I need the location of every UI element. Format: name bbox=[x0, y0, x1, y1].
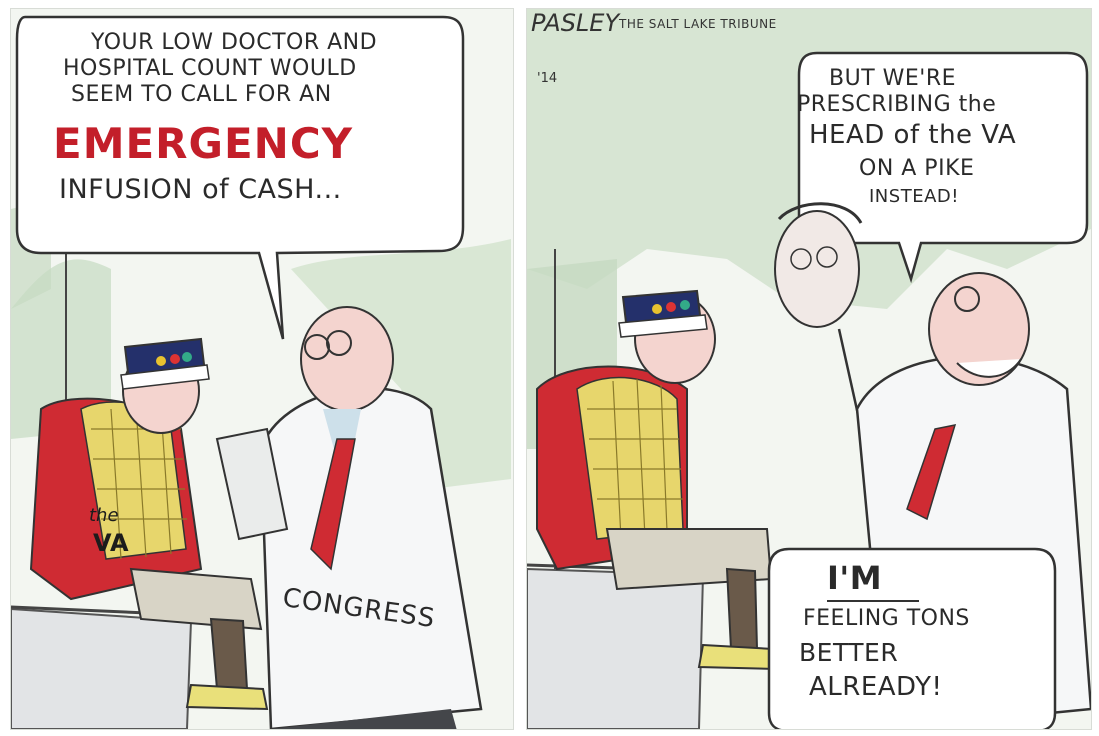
pike-head bbox=[774, 202, 881, 510]
right-balloon-line-5: INSTEAD! bbox=[869, 186, 959, 207]
left-panel: YOUR LOW DOCTOR AND HOSPITAL COUNT WOULD… bbox=[10, 8, 514, 730]
vest-label-large: VA bbox=[93, 529, 129, 557]
right-scene-illustration bbox=[527, 9, 1091, 729]
right-panel: PASLEY THE SALT LAKE TRIBUNE '14 BUT WE'… bbox=[526, 8, 1092, 730]
right-balloon-line-4: ON A PIKE bbox=[859, 156, 975, 181]
left-balloon-line-3: SEEM TO CALL FOR AN bbox=[71, 82, 332, 107]
left-balloon-line-2: HOSPITAL COUNT WOULD bbox=[63, 56, 357, 81]
wall-wash bbox=[291, 239, 511, 489]
exam-table bbox=[11, 607, 193, 729]
exam-table bbox=[527, 567, 705, 729]
wall-wash bbox=[11, 259, 111, 439]
speech-balloon bbox=[797, 51, 1089, 284]
bottom-balloon-line-2: FEELING TONS bbox=[803, 606, 970, 631]
bottom-balloon-line-4: ALREADY! bbox=[809, 672, 943, 702]
right-balloon-line-3: HEAD of the VA bbox=[809, 120, 1017, 150]
vest-label-small: the bbox=[89, 505, 119, 526]
publication-credit: THE SALT LAKE TRIBUNE bbox=[619, 17, 777, 31]
bottom-balloon-line-1: I'M bbox=[827, 559, 883, 597]
right-balloon-line-1: BUT WE'RE bbox=[829, 66, 957, 91]
veteran-figure bbox=[29, 337, 269, 711]
veteran-figure bbox=[536, 289, 779, 671]
artist-signature: PASLEY bbox=[531, 9, 620, 37]
speech-balloon bbox=[15, 15, 465, 340]
year-mark: '14 bbox=[537, 71, 558, 86]
left-balloon-emergency: EMERGENCY bbox=[53, 119, 354, 168]
bottom-balloon-line-3: BETTER bbox=[799, 638, 899, 667]
doctor-figure bbox=[215, 306, 483, 729]
speech-balloon bbox=[767, 547, 1057, 729]
left-balloon-line-1: YOUR LOW DOCTOR AND bbox=[91, 30, 378, 55]
left-scene-illustration bbox=[11, 15, 511, 729]
left-balloon-line-5: INFUSION of CASH... bbox=[59, 174, 342, 205]
right-balloon-line-2: PRESCRIBING the bbox=[797, 92, 997, 117]
